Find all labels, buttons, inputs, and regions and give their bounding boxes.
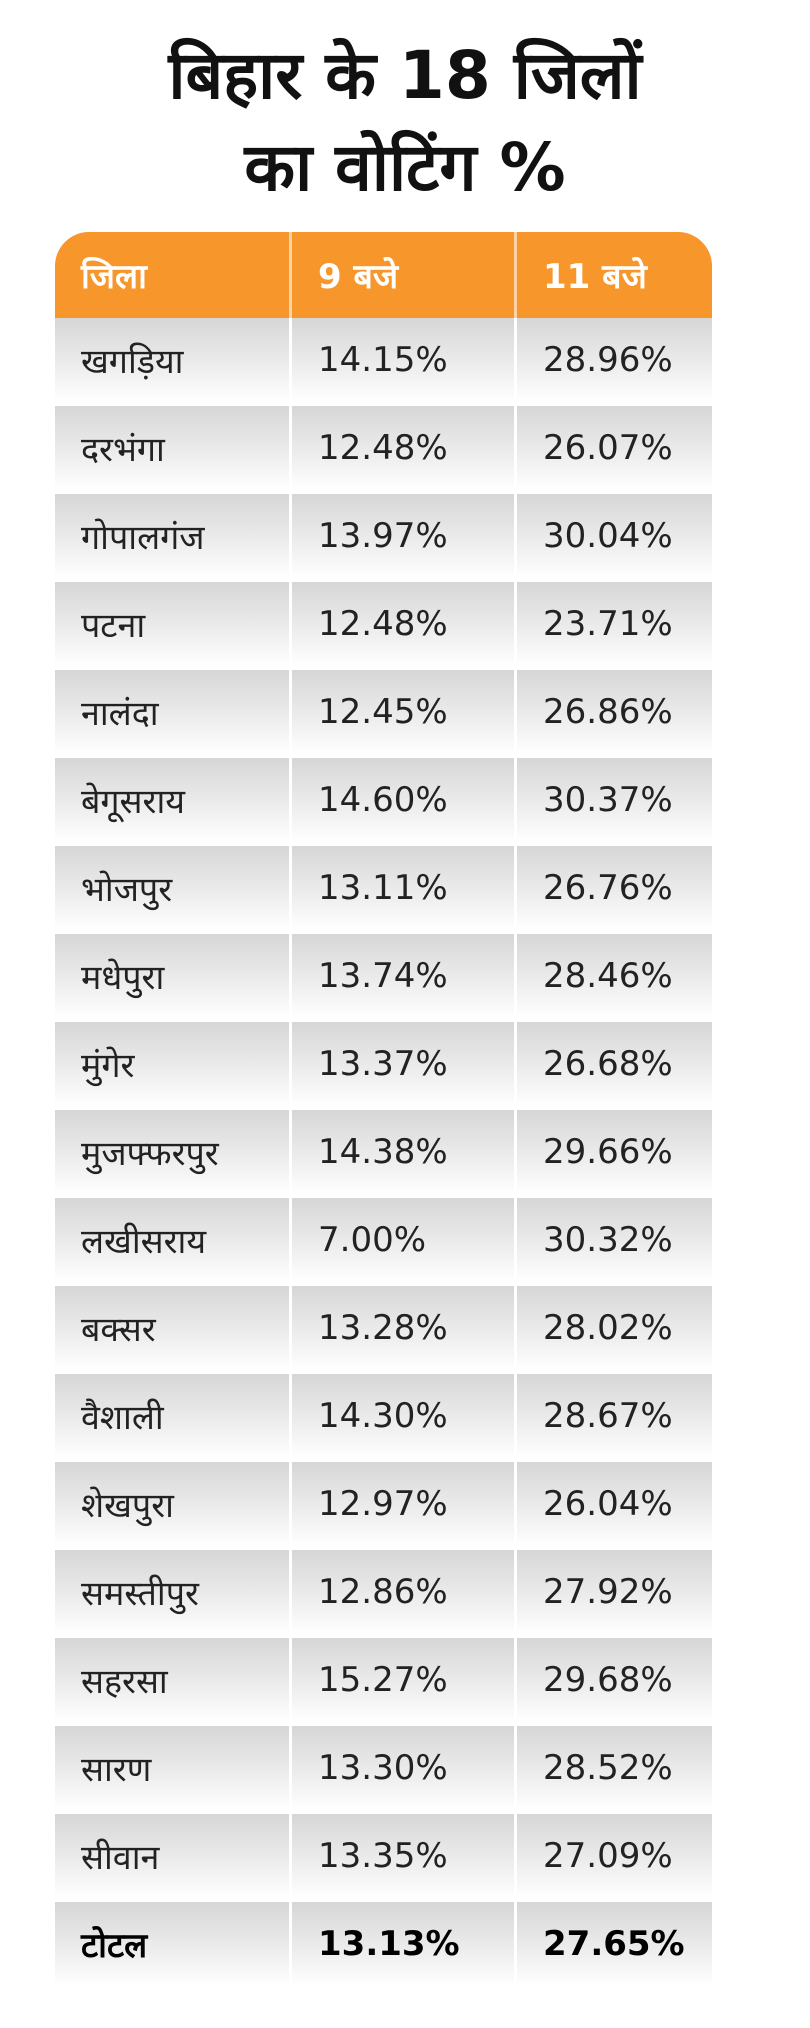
table-row: मुजफ्फरपुर 14.38% 29.66% (55, 1110, 712, 1194)
district-cell: पटना (55, 582, 292, 666)
table-row: खगड़िया 14.15% 28.96% (55, 318, 712, 402)
voting-table: जिला 9 बजे 11 बजे खगड़िया 14.15% 28.96% दरभ… (55, 232, 712, 1990)
turnout-9am-cell: 13.37% (292, 1022, 517, 1106)
district-cell: समस्तीपुर (55, 1550, 292, 1634)
district-cell: बेगूसराय (55, 758, 292, 842)
turnout-9am-cell: 12.48% (292, 406, 517, 490)
district-cell: खगड़िया (55, 318, 292, 402)
table-row: सारण 13.30% 28.52% (55, 1726, 712, 1810)
turnout-11am-cell: 30.37% (517, 758, 712, 842)
table-row: नालंदा 12.45% 26.86% (55, 670, 712, 754)
table-row: पटना 12.48% 23.71% (55, 582, 712, 666)
turnout-11am-cell: 27.09% (517, 1814, 712, 1898)
page-title-line-2: का वोटिंग % (244, 129, 566, 206)
district-cell: गोपालगंज (55, 494, 292, 578)
district-cell: बक्सर (55, 1286, 292, 1370)
district-cell: सहरसा (55, 1638, 292, 1722)
table-row: मुंगेर 13.37% 26.68% (55, 1022, 712, 1106)
turnout-9am-cell: 15.27% (292, 1638, 517, 1722)
turnout-11am-cell: 28.02% (517, 1286, 712, 1370)
turnout-9am-cell: 13.74% (292, 934, 517, 1018)
turnout-9am-cell: 14.15% (292, 318, 517, 402)
turnout-9am-cell: 12.45% (292, 670, 517, 754)
turnout-11am-cell: 26.76% (517, 846, 712, 930)
table-row: शेखपुरा 12.97% 26.04% (55, 1462, 712, 1546)
table-row: बेगूसराय 14.60% 30.37% (55, 758, 712, 842)
turnout-11am-cell: 26.86% (517, 670, 712, 754)
turnout-9am-cell: 7.00% (292, 1198, 517, 1282)
district-cell: मधेपुरा (55, 934, 292, 1018)
table-row: समस्तीपुर 12.86% 27.92% (55, 1550, 712, 1634)
table-row: दरभंगा 12.48% 26.07% (55, 406, 712, 490)
turnout-9am-cell: 12.97% (292, 1462, 517, 1546)
table-total-row: टोटल 13.13% 27.65% (55, 1902, 712, 1986)
turnout-9am-cell: 12.48% (292, 582, 517, 666)
district-cell: मुंगेर (55, 1022, 292, 1106)
district-cell: दरभंगा (55, 406, 292, 490)
turnout-11am-cell: 29.68% (517, 1638, 712, 1722)
turnout-9am-cell: 14.30% (292, 1374, 517, 1458)
table-row: मधेपुरा 13.74% 28.46% (55, 934, 712, 1018)
turnout-11am-cell: 28.46% (517, 934, 712, 1018)
turnout-11am-cell: 30.04% (517, 494, 712, 578)
table-row: लखीसराय 7.00% 30.32% (55, 1198, 712, 1282)
turnout-11am-cell: 26.07% (517, 406, 712, 490)
table-row: बक्सर 13.28% 28.02% (55, 1286, 712, 1370)
district-cell: शेखपुरा (55, 1462, 292, 1546)
turnout-9am-cell: 14.38% (292, 1110, 517, 1194)
turnout-11am-cell: 30.32% (517, 1198, 712, 1282)
page-title-line-1: बिहार के 18 जिलों (168, 37, 642, 114)
district-cell: लखीसराय (55, 1198, 292, 1282)
turnout-11am-cell: 28.52% (517, 1726, 712, 1810)
turnout-9am-cell: 12.86% (292, 1550, 517, 1634)
turnout-9am-cell: 13.97% (292, 494, 517, 578)
header-district: जिला (55, 232, 292, 318)
district-cell: वैशाली (55, 1374, 292, 1458)
turnout-9am-cell: 13.28% (292, 1286, 517, 1370)
turnout-9am-cell: 13.11% (292, 846, 517, 930)
table-row: वैशाली 14.30% 28.67% (55, 1374, 712, 1458)
turnout-11am-cell: 23.71% (517, 582, 712, 666)
table-row: गोपालगंज 13.97% 30.04% (55, 494, 712, 578)
header-11am: 11 बजे (517, 232, 712, 318)
turnout-9am-cell: 14.60% (292, 758, 517, 842)
turnout-11am-cell: 27.65% (517, 1902, 712, 1986)
turnout-9am-cell: 13.35% (292, 1814, 517, 1898)
header-9am: 9 बजे (292, 232, 517, 318)
district-cell: भोजपुर (55, 846, 292, 930)
district-cell: सारण (55, 1726, 292, 1810)
turnout-11am-cell: 27.92% (517, 1550, 712, 1634)
table-header-row: जिला 9 बजे 11 बजे (55, 232, 712, 318)
turnout-11am-cell: 28.67% (517, 1374, 712, 1458)
district-cell: सीवान (55, 1814, 292, 1898)
turnout-9am-cell: 13.13% (292, 1902, 517, 1986)
turnout-11am-cell: 26.68% (517, 1022, 712, 1106)
district-cell: टोटल (55, 1902, 292, 1986)
table-row: सीवान 13.35% 27.09% (55, 1814, 712, 1898)
turnout-11am-cell: 26.04% (517, 1462, 712, 1546)
table-row: सहरसा 15.27% 29.68% (55, 1638, 712, 1722)
table-row: भोजपुर 13.11% 26.76% (55, 846, 712, 930)
district-cell: नालंदा (55, 670, 292, 754)
district-cell: मुजफ्फरपुर (55, 1110, 292, 1194)
turnout-11am-cell: 29.66% (517, 1110, 712, 1194)
turnout-9am-cell: 13.30% (292, 1726, 517, 1810)
turnout-11am-cell: 28.96% (517, 318, 712, 402)
